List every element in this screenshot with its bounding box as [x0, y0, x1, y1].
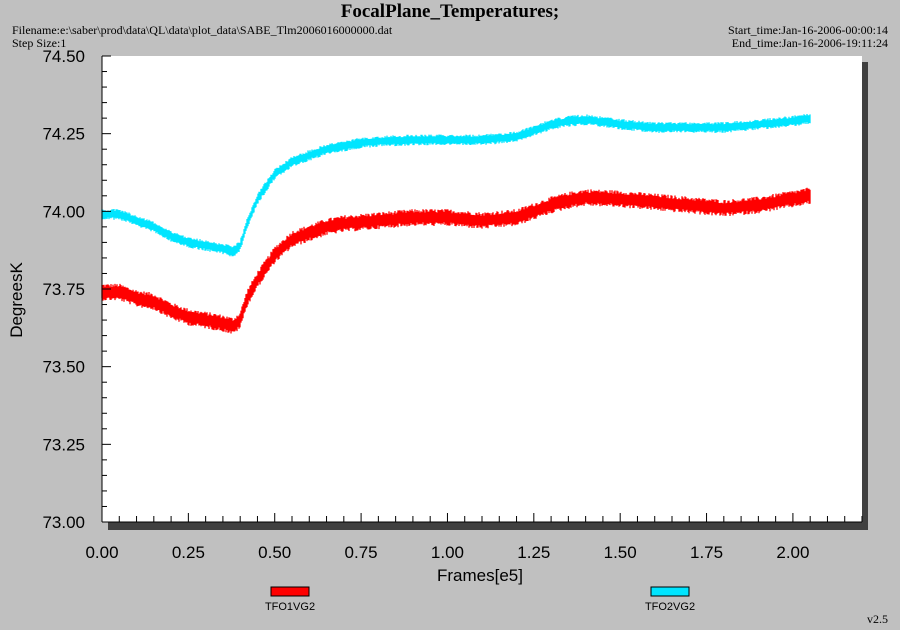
x-tick-label: 1.50: [604, 543, 637, 562]
end-time-label: End_time:Jan-16-2006-19:11:24: [731, 36, 888, 50]
chart-title: FocalPlane_Temperatures;: [340, 1, 560, 22]
version-label: v2.5: [867, 612, 888, 626]
axes-layer: 73.00 73.25 73.50 73.75 74.00 74.25 74.50 0.00 0…: [42, 47, 863, 562]
y-tick-label: 73.00: [42, 513, 85, 532]
filename-label: Filename:e:\saber\prod\data\QL\data\plot…: [12, 23, 393, 37]
legend-swatch-tfo2vg2: [650, 586, 690, 597]
y-tick-label: 74.25: [42, 125, 85, 144]
y-axis-label: DegreesK: [7, 262, 26, 338]
x-tick-label: 0.50: [258, 543, 291, 562]
start-time-label: Start_time:Jan-16-2006-00:00:14: [728, 23, 888, 37]
y-tick-label: 74.50: [42, 47, 85, 66]
x-tick-label: 0.75: [345, 543, 378, 562]
y-tick-label: 73.50: [42, 358, 85, 377]
x-tick-label: 0.25: [172, 543, 205, 562]
x-tick-label: 0.00: [85, 543, 118, 562]
legend-swatch-tfo1vg2: [270, 586, 310, 597]
legend: TFO1VG2 TFO2VG2: [265, 586, 695, 613]
legend-label-tfo1vg2: TFO1VG2: [265, 601, 315, 613]
y-tick-label: 74.00: [42, 202, 85, 221]
x-tick-label: 1.00: [431, 543, 464, 562]
x-tick-label: 2.00: [776, 543, 809, 562]
x-tick-label: 1.75: [690, 543, 723, 562]
x-tick-label: 1.25: [517, 543, 550, 562]
y-tick-label: 73.75: [42, 280, 85, 299]
plot-area: [102, 56, 862, 522]
y-tick-label: 73.25: [42, 435, 85, 454]
x-axis-label: Frames[e5]: [437, 566, 523, 585]
step-size-label: Step Size:1: [12, 36, 67, 50]
legend-label-tfo2vg2: TFO2VG2: [645, 601, 695, 613]
